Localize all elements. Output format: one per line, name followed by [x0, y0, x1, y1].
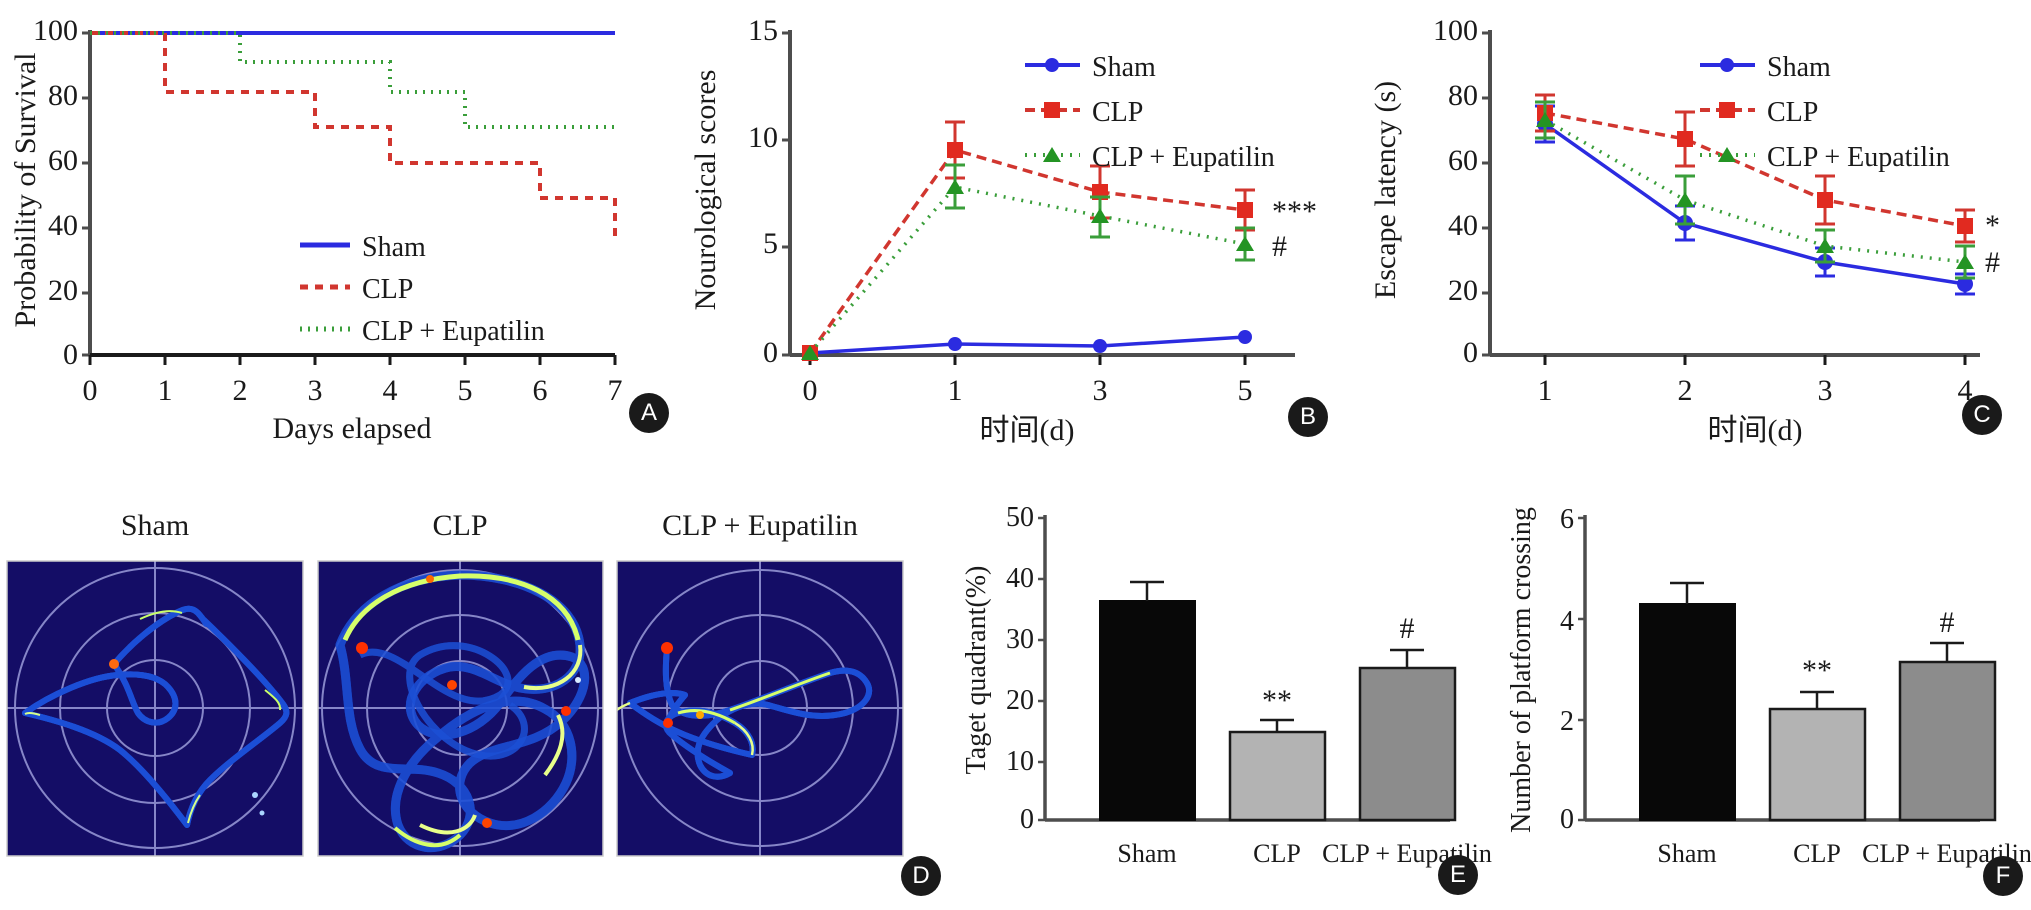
svg-text:4: 4 — [383, 374, 398, 407]
svg-text:5: 5 — [458, 374, 473, 407]
svg-text:0: 0 — [1463, 336, 1478, 369]
svg-text:40: 40 — [1006, 563, 1034, 594]
svg-text:0: 0 — [63, 338, 78, 371]
svg-text:6: 6 — [1560, 504, 1574, 535]
svg-text:CLP + Eupatilin: CLP + Eupatilin — [362, 316, 545, 347]
svg-text:100: 100 — [33, 14, 78, 47]
svg-text:10: 10 — [1006, 746, 1034, 777]
svg-text:CLP: CLP — [1767, 97, 1818, 128]
svg-text:40: 40 — [1448, 209, 1478, 242]
svg-text:#: # — [1400, 612, 1415, 645]
svg-text:1: 1 — [158, 374, 173, 407]
svg-text:CLP + Eupatilin: CLP + Eupatilin — [662, 509, 858, 542]
svg-text:时间(d): 时间(d) — [980, 414, 1075, 447]
svg-text:100: 100 — [1433, 14, 1478, 47]
svg-text:4: 4 — [1560, 606, 1574, 637]
svg-text:0: 0 — [763, 336, 778, 369]
svg-text:CLP: CLP — [1793, 839, 1841, 868]
svg-text:0: 0 — [83, 374, 98, 407]
svg-text:CLP + Eupatilin: CLP + Eupatilin — [1767, 142, 1950, 173]
svg-text:Probability of Survival: Probability of Survival — [9, 53, 42, 328]
svg-text:2: 2 — [1678, 374, 1693, 407]
svg-text:15: 15 — [748, 14, 778, 47]
svg-text:20: 20 — [48, 274, 78, 307]
svg-text:Escape latency (s): Escape latency (s) — [1369, 81, 1402, 299]
svg-text:CLP: CLP — [432, 509, 487, 542]
svg-text:Taget quadrant(%): Taget quadrant(%) — [961, 566, 992, 775]
svg-text:60: 60 — [1448, 144, 1478, 177]
svg-text:3: 3 — [1818, 374, 1833, 407]
svg-text:5: 5 — [763, 227, 778, 260]
svg-text:Sham: Sham — [1767, 52, 1831, 83]
svg-text:6: 6 — [533, 374, 548, 407]
svg-text:20: 20 — [1006, 685, 1034, 716]
svg-text:Days elapsed: Days elapsed — [272, 412, 431, 445]
svg-text:CLP: CLP — [362, 274, 413, 305]
svg-text:0: 0 — [803, 374, 818, 407]
svg-text:Sham: Sham — [362, 232, 426, 263]
svg-text:20: 20 — [1448, 274, 1478, 307]
svg-text:CLP: CLP — [1092, 97, 1143, 128]
svg-text:40: 40 — [48, 209, 78, 242]
svg-text:80: 80 — [1448, 79, 1478, 112]
svg-text:CLP + Eupatilin: CLP + Eupatilin — [1092, 142, 1275, 173]
svg-text:3: 3 — [308, 374, 323, 407]
svg-text:Nourological scores: Nourological scores — [689, 70, 722, 311]
svg-text:30: 30 — [1006, 624, 1034, 655]
svg-text:0: 0 — [1020, 804, 1034, 835]
svg-text:2: 2 — [233, 374, 248, 407]
svg-text:7: 7 — [608, 374, 623, 407]
svg-text:10: 10 — [748, 121, 778, 154]
svg-text:1: 1 — [948, 374, 963, 407]
svg-text:50: 50 — [1006, 502, 1034, 533]
svg-text:5: 5 — [1238, 374, 1253, 407]
svg-text:#: # — [1940, 606, 1955, 639]
svg-text:CLP: CLP — [1253, 839, 1301, 868]
svg-text:#: # — [1272, 230, 1287, 263]
svg-text:80: 80 — [48, 79, 78, 112]
svg-text:Sham: Sham — [1657, 839, 1716, 868]
svg-text:1: 1 — [1538, 374, 1553, 407]
svg-text:Sham: Sham — [1092, 52, 1156, 83]
svg-text:**: ** — [1262, 684, 1292, 717]
svg-text:*: * — [1985, 209, 2000, 242]
svg-text:60: 60 — [48, 144, 78, 177]
svg-text:Sham: Sham — [1117, 839, 1176, 868]
svg-text:Sham: Sham — [121, 509, 189, 542]
svg-text:**: ** — [1802, 654, 1832, 687]
svg-text:0: 0 — [1560, 804, 1574, 835]
svg-text:时间(d): 时间(d) — [1708, 414, 1803, 447]
svg-text:Number of platform crossing: Number of platform crossing — [1506, 507, 1537, 833]
svg-text:2: 2 — [1560, 706, 1574, 737]
svg-text:***: *** — [1272, 195, 1317, 228]
svg-text:#: # — [1985, 246, 2000, 279]
svg-text:3: 3 — [1093, 374, 1108, 407]
